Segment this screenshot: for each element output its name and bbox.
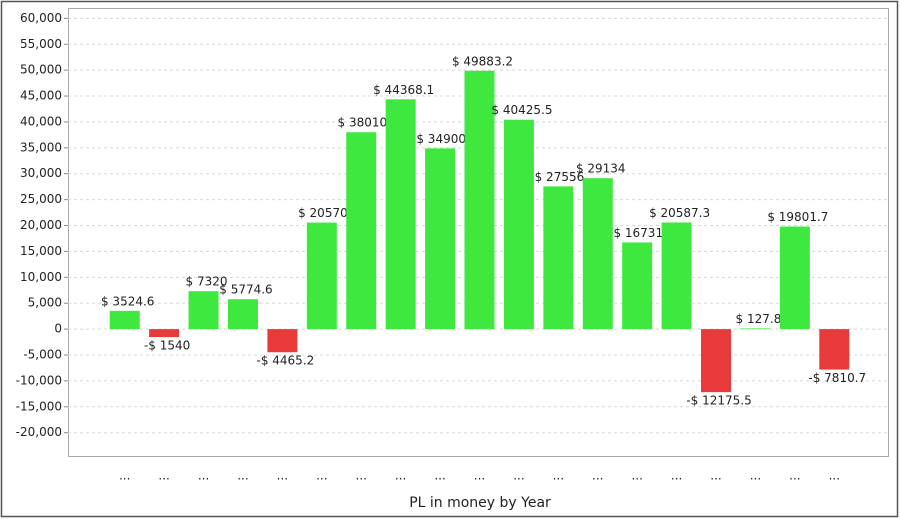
y-tick-label: 5,000 [28, 296, 62, 310]
data-label: $ 38010. [338, 116, 391, 130]
x-tick-label: ... [789, 469, 800, 483]
y-tick-label: 0 [54, 322, 62, 336]
data-label: -$ 12175.5 [686, 394, 751, 408]
bar [425, 148, 456, 330]
bar [385, 99, 416, 330]
data-label: $ 3524.6 [101, 294, 154, 308]
data-label: $ 20587.3 [649, 206, 710, 220]
bar [779, 226, 810, 330]
y-tick-label: 55,000 [20, 37, 62, 51]
x-tick-label: ... [829, 469, 840, 483]
bar [109, 310, 140, 330]
data-label: $ 19801.7 [767, 210, 828, 224]
x-tick-label: ... [395, 469, 406, 483]
y-tick-label: -5,000 [23, 348, 62, 362]
bar [346, 132, 377, 330]
bar [701, 329, 732, 393]
y-tick-label: 35,000 [20, 140, 62, 154]
bar [582, 178, 613, 330]
x-tick-label: ... [671, 469, 682, 483]
y-tick-label: -10,000 [16, 373, 62, 387]
x-tick-label: ... [316, 469, 327, 483]
data-label: -$ 1540 [144, 339, 190, 353]
x-tick-label: ... [158, 469, 169, 483]
y-tick-label: 15,000 [20, 244, 62, 258]
x-tick-label: ... [356, 469, 367, 483]
y-tick-label: 40,000 [20, 114, 62, 128]
y-tick-label: 50,000 [20, 63, 62, 77]
bar [267, 329, 298, 353]
x-tick-label: ... [277, 469, 288, 483]
x-tick-label: ... [592, 469, 603, 483]
data-label: $ 29134 [576, 162, 626, 176]
bar [188, 291, 219, 330]
data-label: -$ 7810.7 [808, 371, 866, 385]
data-label: $ 7320 [186, 275, 228, 289]
bar [661, 222, 692, 330]
bar [306, 222, 337, 330]
data-label: $ 127.8 [736, 312, 782, 326]
x-tick-label: ... [631, 469, 642, 483]
x-axis-title: PL in money by Year [409, 495, 551, 511]
y-tick-label: 45,000 [20, 89, 62, 103]
data-label: $ 16731. [613, 226, 666, 240]
y-tick-label: 20,000 [20, 218, 62, 232]
bar [622, 242, 653, 330]
y-tick-label: 60,000 [20, 11, 62, 25]
x-tick-label: ... [434, 469, 445, 483]
x-tick-label: ... [474, 469, 485, 483]
x-tick-label: ... [119, 469, 130, 483]
data-label: $ 5774.6 [219, 283, 272, 297]
x-tick-label: ... [198, 469, 209, 483]
data-label: $ 40425.5 [491, 103, 552, 117]
x-tick-label: ... [553, 469, 564, 483]
y-tick-label: 25,000 [20, 192, 62, 206]
x-tick-label: ... [513, 469, 524, 483]
y-tick-label: -20,000 [16, 425, 62, 439]
data-label: $ 34900. [416, 132, 469, 146]
y-tick-label: 10,000 [20, 270, 62, 284]
x-tick-label: ... [710, 469, 721, 483]
y-tick-label: 30,000 [20, 166, 62, 180]
data-label: $ 44368.1 [373, 83, 434, 97]
x-tick-label: ... [750, 469, 761, 483]
bar [819, 329, 850, 370]
bar [227, 299, 258, 330]
bar [149, 329, 180, 338]
data-label: $ 20570. [298, 206, 351, 220]
bar [464, 70, 495, 330]
y-tick-label: -15,000 [16, 399, 62, 413]
bar [503, 119, 534, 330]
bar [543, 186, 574, 330]
data-label: -$ 4465.2 [257, 354, 315, 368]
x-tick-label: ... [237, 469, 248, 483]
bar [740, 328, 771, 330]
data-label: $ 27556. [535, 170, 588, 184]
plot-area [68, 8, 889, 457]
data-label: $ 49883.2 [452, 54, 513, 68]
